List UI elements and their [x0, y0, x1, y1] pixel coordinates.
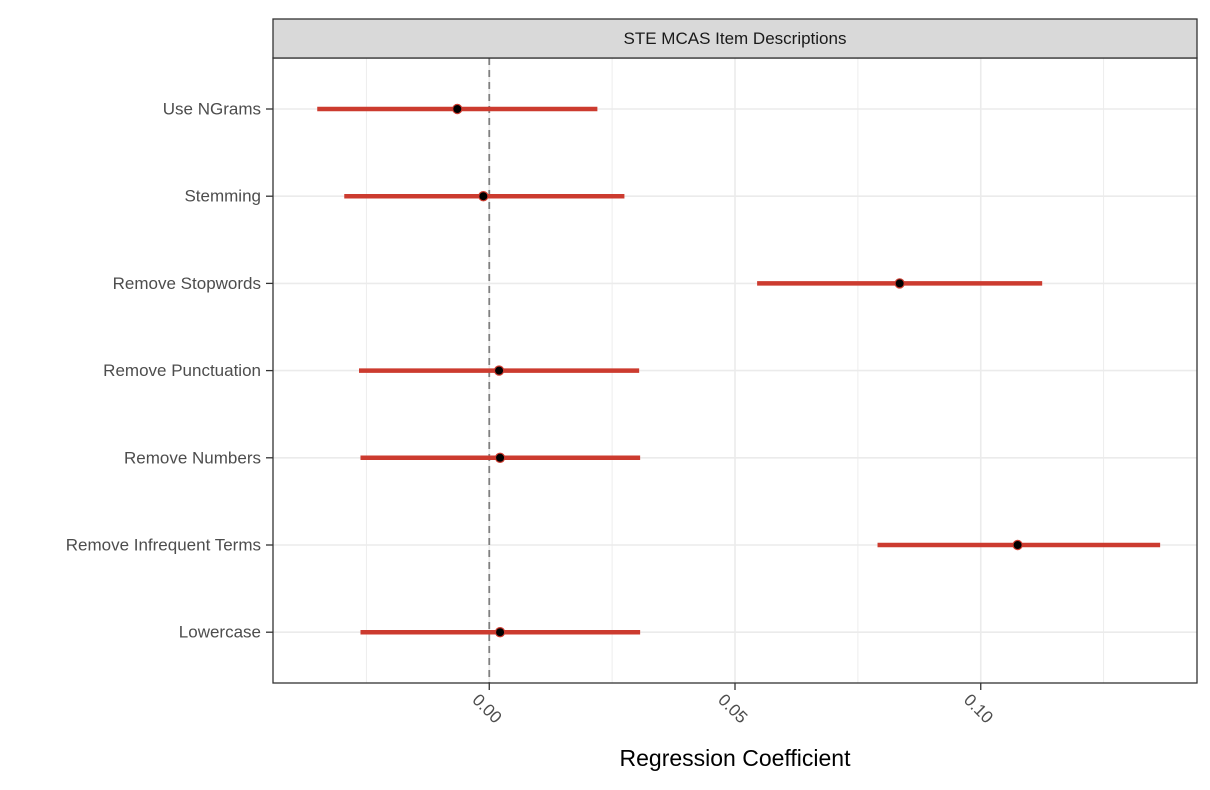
y-tick-label: Remove Numbers	[124, 448, 261, 467]
y-tick-label: Stemming	[184, 187, 261, 206]
point-estimate	[1012, 539, 1023, 551]
facet-strip-label: STE MCAS Item Descriptions	[624, 29, 847, 48]
point-estimate	[452, 103, 463, 115]
point-estimate	[493, 365, 505, 376]
y-tick-label: Remove Stopwords	[113, 274, 261, 293]
y-tick-label: Lowercase	[179, 623, 261, 642]
interval-marks	[317, 103, 1161, 638]
facet-strip	[272, 18, 1198, 59]
point-estimate	[894, 278, 905, 289]
point-estimate	[494, 627, 506, 638]
y-axis: Use NGrams Stemming Remove Stopwords Remove…	[66, 100, 273, 642]
y-tick-label: Remove Infrequent Terms	[66, 536, 261, 555]
point-estimate	[478, 190, 489, 202]
y-tick-label: Use NGrams	[163, 100, 261, 119]
point-estimate	[494, 452, 506, 463]
x-axis-title: Regression Coefficient	[620, 745, 852, 771]
y-tick-label: Remove Punctuation	[103, 361, 261, 380]
